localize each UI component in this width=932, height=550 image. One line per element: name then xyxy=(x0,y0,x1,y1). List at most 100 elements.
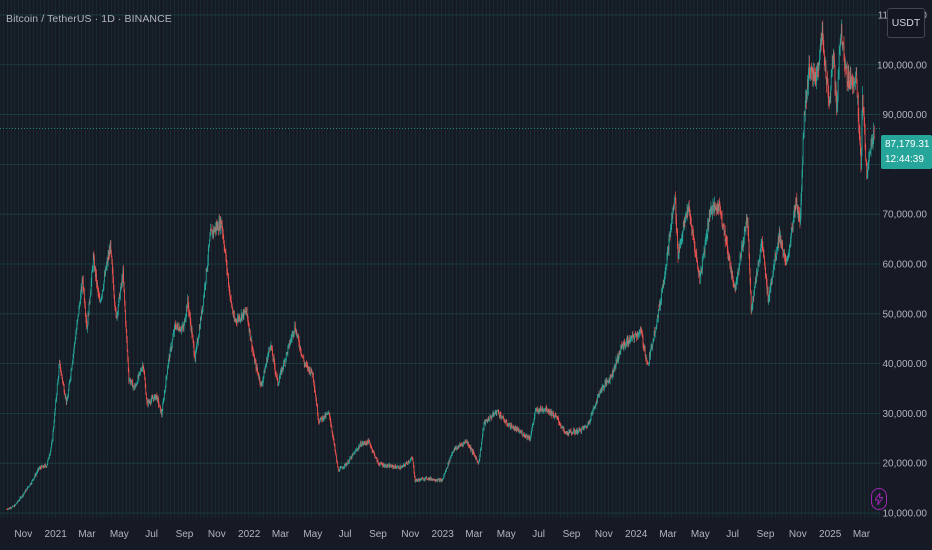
candle-body xyxy=(104,275,105,281)
candle-body xyxy=(274,361,275,367)
candle-body xyxy=(482,429,484,436)
lightning-icon[interactable] xyxy=(871,488,887,510)
candle-body xyxy=(232,308,234,313)
candle-body xyxy=(718,203,720,212)
candle-body xyxy=(266,359,268,364)
candle-body xyxy=(429,477,430,480)
candle-body xyxy=(22,494,24,496)
candle-body xyxy=(741,244,743,246)
candle-body xyxy=(688,206,690,211)
candle-body xyxy=(554,416,555,418)
candle-body xyxy=(741,245,742,255)
candle-body xyxy=(774,264,775,265)
x-tick-label: 2025 xyxy=(819,529,842,540)
candle-body xyxy=(76,323,78,330)
candle-body xyxy=(650,350,651,357)
candle-body xyxy=(590,418,591,421)
candle-body xyxy=(300,346,301,352)
candle-body xyxy=(650,347,652,351)
candle-body xyxy=(819,59,820,64)
candle-body xyxy=(458,446,459,448)
candle-body xyxy=(462,444,464,446)
candle-body xyxy=(575,431,577,434)
candle-body xyxy=(440,479,442,482)
candle-body xyxy=(557,417,559,419)
candle-body xyxy=(615,366,616,368)
candle-body xyxy=(711,207,712,209)
candle-body xyxy=(203,296,204,306)
candle-body xyxy=(148,400,150,402)
candle-body xyxy=(440,479,441,481)
candle-body xyxy=(347,461,349,464)
candle-body xyxy=(809,74,811,79)
candle-body xyxy=(679,244,681,248)
candle-body xyxy=(248,326,250,332)
candle-body xyxy=(430,477,432,480)
candle-body xyxy=(513,428,515,430)
candle-body xyxy=(646,357,648,363)
candle-body xyxy=(811,67,812,71)
candle-body xyxy=(828,103,830,106)
candle-body xyxy=(339,467,341,469)
candle-body xyxy=(591,412,593,414)
candle-body xyxy=(751,308,753,312)
candle-body xyxy=(863,113,865,119)
candle-body xyxy=(168,355,170,360)
candle-body xyxy=(438,479,440,480)
candle-body xyxy=(63,385,65,392)
candle-body xyxy=(539,410,541,413)
candle-body xyxy=(150,402,151,404)
candle-body xyxy=(10,507,12,509)
candle-body xyxy=(41,466,43,467)
candle-body xyxy=(676,219,677,230)
candle-body xyxy=(83,287,85,291)
candle-body xyxy=(821,28,823,37)
candle-body xyxy=(448,462,449,465)
candle-body xyxy=(283,361,284,368)
candle-body xyxy=(670,227,671,236)
candle-body xyxy=(716,209,718,211)
candle-body xyxy=(681,237,683,239)
candle-body xyxy=(230,297,232,302)
candle-body xyxy=(725,239,727,242)
candle-body xyxy=(553,412,554,416)
candle-body xyxy=(743,240,745,242)
candle-body xyxy=(744,229,746,232)
candle-body xyxy=(845,66,846,68)
candle-body xyxy=(389,464,390,468)
candle-body xyxy=(62,381,64,384)
candle-body xyxy=(661,292,662,300)
candle-body xyxy=(265,366,266,369)
candle-body xyxy=(46,463,48,467)
candle-body xyxy=(98,294,100,299)
candle-body xyxy=(680,239,682,244)
candle-body xyxy=(583,427,585,430)
candle-body xyxy=(120,284,122,291)
candle-body xyxy=(446,468,448,469)
last-price-value: 87,179.31 xyxy=(885,139,930,150)
x-tick-label: Sep xyxy=(176,529,194,540)
candle-body xyxy=(296,331,298,336)
candle-body xyxy=(264,370,265,374)
candle-body xyxy=(811,70,813,72)
x-tick-label: Mar xyxy=(853,529,871,540)
candle-body xyxy=(221,223,223,228)
currency-button[interactable]: USDT xyxy=(887,8,925,38)
candle-body xyxy=(356,449,358,451)
candle-body xyxy=(851,77,852,84)
candle-body xyxy=(14,504,16,507)
candle-body xyxy=(192,336,194,341)
candle-body xyxy=(21,495,23,497)
candle-body xyxy=(460,444,462,446)
candle-body xyxy=(869,152,870,159)
candle-body xyxy=(563,428,564,430)
candle-body xyxy=(163,392,165,400)
candle-body xyxy=(695,252,696,254)
candle-body xyxy=(568,431,570,435)
candle-body xyxy=(169,348,171,358)
candle-body xyxy=(583,426,585,430)
candle-body xyxy=(567,434,569,435)
candle-body xyxy=(132,381,133,388)
candle-body xyxy=(506,421,508,425)
